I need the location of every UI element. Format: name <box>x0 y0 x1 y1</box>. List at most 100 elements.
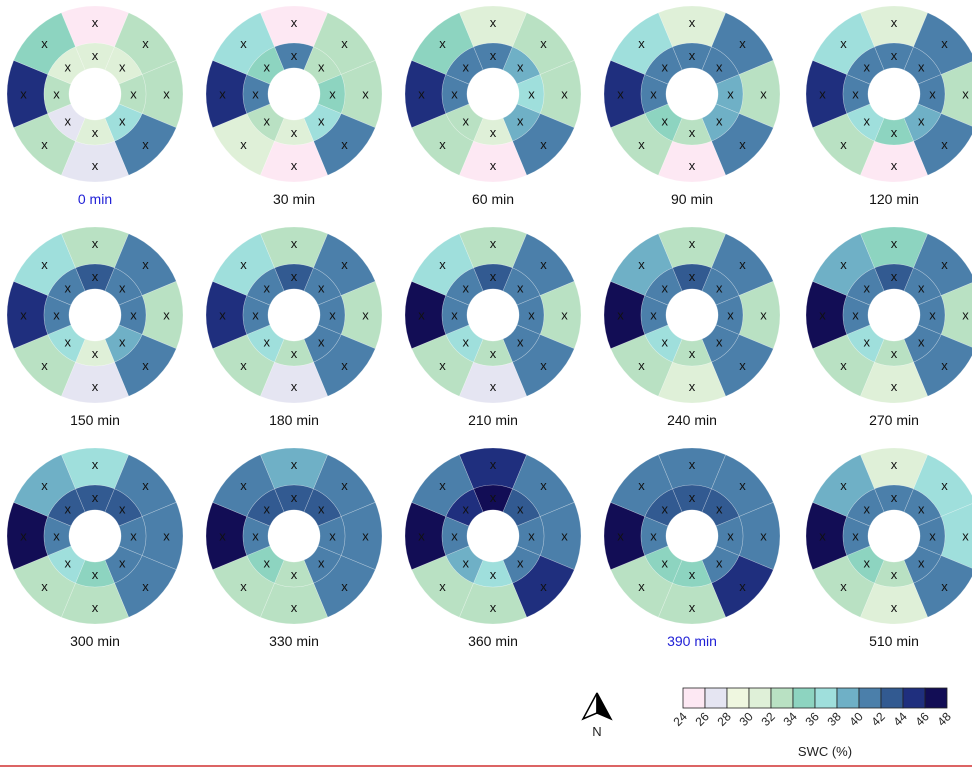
middle-ring-sector-sw <box>644 324 683 363</box>
colorbar-tick-label: 24 <box>670 709 690 729</box>
middle-ring-sector-nw <box>644 267 683 306</box>
sensor-marker: x <box>163 529 170 544</box>
sensor-marker: x <box>341 257 348 272</box>
sensor-marker: x <box>716 59 723 74</box>
sensor-marker: x <box>264 556 271 571</box>
middle-ring-sector-s <box>274 559 314 588</box>
sensor-marker: x <box>119 556 126 571</box>
colorbar-tick-label: 44 <box>890 709 910 729</box>
sensor-marker: x <box>264 114 271 129</box>
middle-ring-sector-e <box>917 516 946 556</box>
middle-ring-sector-w <box>43 295 72 335</box>
middle-ring-sector-sw <box>846 545 885 584</box>
panel-time-label: 510 min <box>869 633 919 649</box>
sensor-marker: x <box>65 280 72 295</box>
sensor-marker: x <box>240 36 247 51</box>
middle-ring-sector-n <box>874 42 914 71</box>
sensor-marker: x <box>540 36 547 51</box>
middle-ring-sector-ne <box>104 488 143 527</box>
sensor-marker: x <box>727 308 734 323</box>
sensor-marker: x <box>689 567 696 582</box>
colorbar-swatch <box>682 687 706 709</box>
sensor-marker: x <box>463 556 470 571</box>
sensor-marker: x <box>840 137 847 152</box>
sensor-marker: x <box>638 478 645 493</box>
sensor-marker: x <box>561 308 568 323</box>
colorbar-swatch <box>748 687 772 709</box>
sensor-marker: x <box>891 379 898 394</box>
sensor-marker: x <box>650 308 657 323</box>
middle-ring-sector-se <box>104 103 143 142</box>
middle-ring-sector-se <box>903 545 942 584</box>
sensor-marker: x <box>341 478 348 493</box>
middle-ring-sector-nw <box>846 46 885 85</box>
sensor-marker: x <box>142 358 149 373</box>
sensor-marker: x <box>638 358 645 373</box>
sensor-marker: x <box>119 335 126 350</box>
sensor-marker: x <box>490 600 497 615</box>
sensor-marker: x <box>760 529 767 544</box>
middle-ring-sector-e <box>317 295 346 335</box>
sensor-marker: x <box>439 137 446 152</box>
colorbar-tick-label: 42 <box>868 709 888 729</box>
sensor-marker: x <box>291 490 298 505</box>
sensor-marker: x <box>490 48 497 63</box>
middle-ring-sector-e <box>118 74 147 114</box>
middle-ring-sector-n <box>274 484 314 513</box>
sensor-marker: x <box>650 529 657 544</box>
sensor-marker: x <box>638 257 645 272</box>
sensor-marker: x <box>130 529 137 544</box>
sensor-marker: x <box>891 158 898 173</box>
middle-ring-sector-sw <box>246 545 285 584</box>
middle-ring-sector-ne <box>903 267 942 306</box>
sensor-marker: x <box>689 269 696 284</box>
sensor-marker: x <box>689 236 696 251</box>
middle-ring-sector-w <box>842 74 871 114</box>
sensor-marker: x <box>941 137 948 152</box>
middle-ring-sector-w <box>43 516 72 556</box>
sensor-marker: x <box>463 335 470 350</box>
panel-time-label: 180 min <box>269 412 319 428</box>
middle-ring-sector-sw <box>445 545 484 584</box>
sensor-marker: x <box>65 114 72 129</box>
middle-ring-sector-se <box>502 103 541 142</box>
sensor-marker: x <box>540 137 547 152</box>
colorbar-tick-label: 46 <box>912 709 932 729</box>
sensor-marker: x <box>840 579 847 594</box>
sensor-marker: x <box>451 308 458 323</box>
sensor-marker: x <box>662 501 669 516</box>
sensor-marker: x <box>490 457 497 472</box>
sensor-marker: x <box>119 501 126 516</box>
sensor-marker: x <box>329 87 336 102</box>
sensor-marker: x <box>891 457 898 472</box>
sensor-marker: x <box>852 308 859 323</box>
sensor-marker: x <box>490 125 497 140</box>
sensor-marker: x <box>852 87 859 102</box>
colorbar-tick-label: 38 <box>824 709 844 729</box>
middle-ring-sector-nw <box>47 488 86 527</box>
sensor-marker: x <box>65 556 72 571</box>
sensor-marker: x <box>941 478 948 493</box>
sensor-marker: x <box>362 308 369 323</box>
sensor-marker: x <box>463 59 470 74</box>
sensor-marker: x <box>291 567 298 582</box>
sensor-marker: x <box>490 269 497 284</box>
sensor-marker: x <box>689 158 696 173</box>
sensor-marker: x <box>490 490 497 505</box>
colorbar-tick-label: 34 <box>780 709 800 729</box>
panels-group: x x x x x x x x x x x x x x x x 0 min x x x x x x x x x x x x x x x x 30 … <box>6 5 972 649</box>
colorbar-tick-label: 28 <box>714 709 734 729</box>
sensor-marker: x <box>219 87 226 102</box>
sensor-marker: x <box>142 579 149 594</box>
sensor-marker: x <box>540 579 547 594</box>
sensor-marker: x <box>840 358 847 373</box>
sensor-marker: x <box>918 335 925 350</box>
sensor-marker: x <box>891 600 898 615</box>
colorbar-swatch <box>858 687 882 709</box>
sensor-marker: x <box>119 59 126 74</box>
middle-ring-sector-n <box>672 42 712 71</box>
sensor-marker: x <box>53 529 60 544</box>
